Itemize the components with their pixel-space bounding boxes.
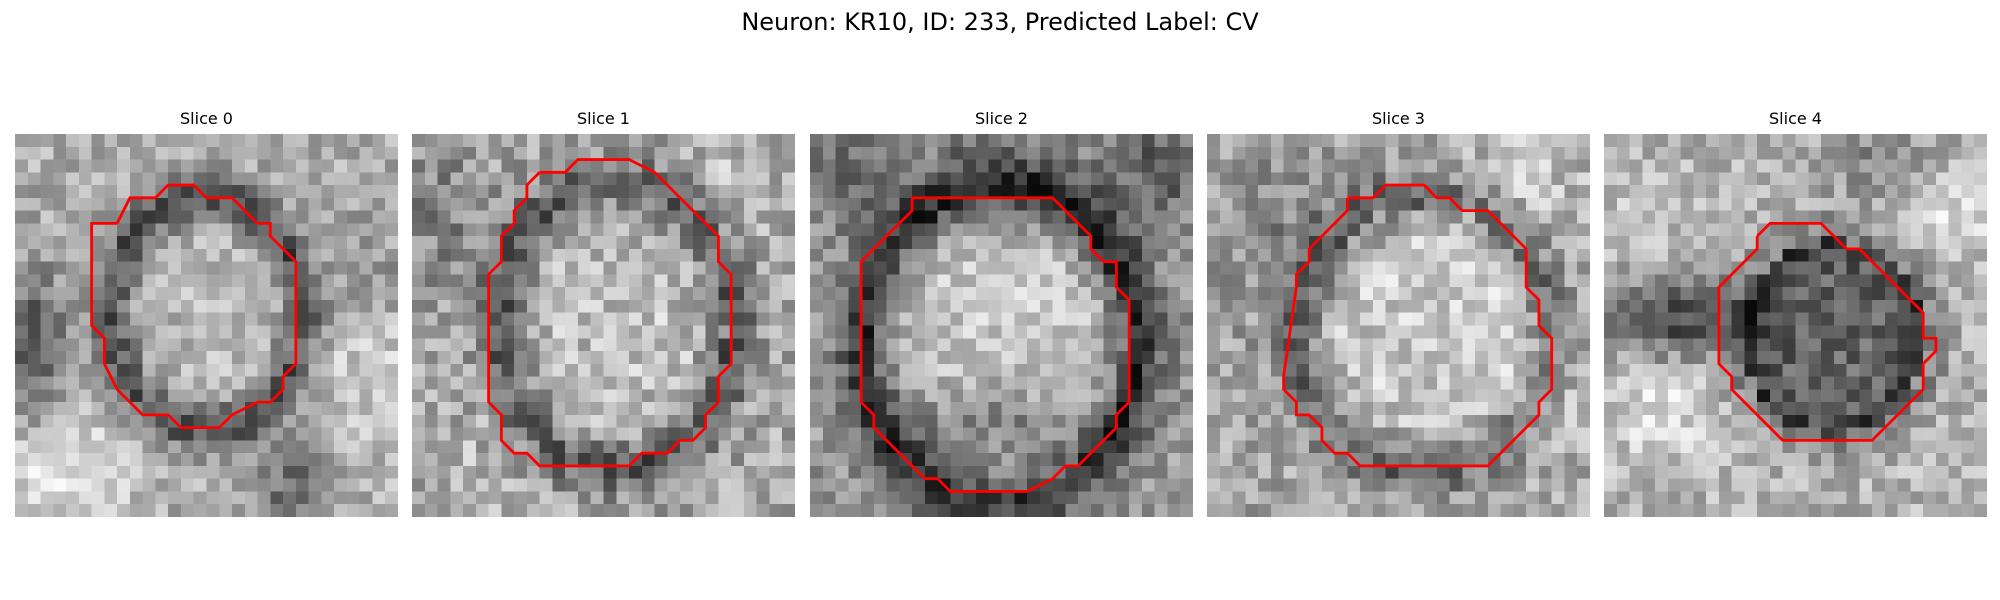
slice-panel-1: Slice 1 [412,108,795,520]
roi-contour-3 [1282,183,1554,468]
slice-panel-0: Slice 0 [15,108,398,520]
roi-contour-2 [859,196,1131,493]
slice-panel-4: Slice 4 [1604,108,1987,520]
roi-contour-4 [1717,221,1938,442]
slice-panel-3: Slice 3 [1207,108,1590,520]
slice-title-3: Slice 3 [1372,109,1425,128]
slice-title-2: Slice 2 [975,109,1028,128]
slice-overlay-3 [1282,183,1554,468]
roi-contour-0 [90,183,298,430]
slice-title-4: Slice 4 [1769,109,1822,128]
roi-contour-1 [487,158,733,468]
slice-overlay-4 [1717,221,1938,442]
slice-title-1: Slice 1 [577,109,630,128]
slice-panel-2: Slice 2 [810,108,1193,520]
slice-overlay-2 [859,196,1131,493]
slice-overlay-0 [90,183,298,430]
slice-overlay-1 [487,158,733,468]
slice-title-0: Slice 0 [180,109,233,128]
slice-image-3 [1207,134,1590,517]
figure-title: Neuron: KR10, ID: 233, Predicted Label: … [741,8,1259,36]
